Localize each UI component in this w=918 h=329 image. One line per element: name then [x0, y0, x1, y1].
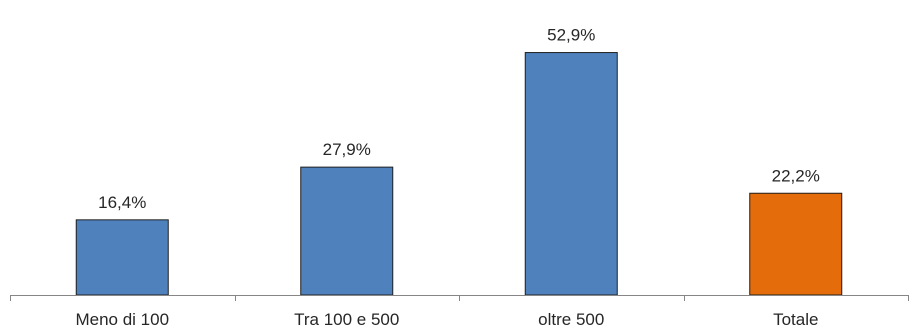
x-tick-labels-group: Meno di 100 Tra 100 e 500 oltre 500 Totale — [75, 310, 818, 329]
x-axis — [10, 295, 909, 301]
value-label-4: 22,2% — [772, 166, 820, 185]
bars-group — [75, 52, 843, 296]
bar-1 — [75, 219, 169, 296]
x-tick-label-3: oltre 500 — [538, 310, 604, 329]
bar-2 — [300, 166, 394, 296]
bar-3 — [524, 52, 618, 296]
value-label-1: 16,4% — [98, 193, 146, 212]
bar-4 — [749, 192, 843, 296]
value-label-2: 27,9% — [323, 140, 371, 159]
value-labels-group: 16,4% 27,9% 52,9% 22,2% — [98, 26, 820, 212]
value-label-3: 52,9% — [547, 26, 595, 45]
x-tick-label-4: Totale — [773, 310, 818, 329]
x-tick-label-2: Tra 100 e 500 — [294, 310, 399, 329]
x-tick-label-1: Meno di 100 — [75, 310, 169, 329]
